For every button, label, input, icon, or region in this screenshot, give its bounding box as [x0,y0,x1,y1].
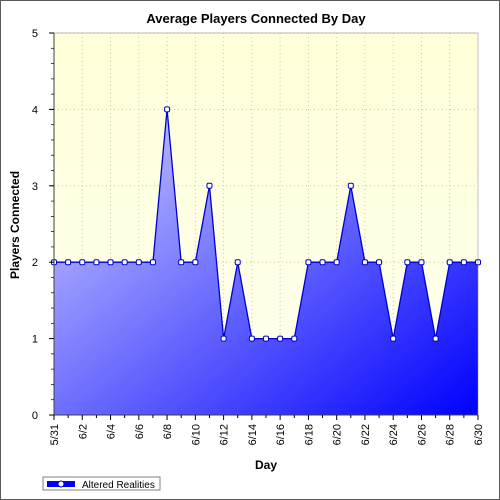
x-tick-label: 6/14 [247,424,259,445]
data-point [206,182,213,189]
data-point [93,259,100,266]
y-tick-label: 4 [32,104,38,116]
data-point [446,259,453,266]
data-point [248,335,255,342]
data-point [79,259,86,266]
data-point [404,259,411,266]
legend-marker [57,480,65,488]
x-tick-label: 6/6 [134,424,146,439]
data-point [164,106,171,113]
x-tick-label: 6/28 [445,424,457,445]
data-point [178,259,185,266]
y-tick-label: 0 [32,410,38,422]
x-tick-label: 6/12 [219,424,231,445]
data-point [347,182,354,189]
x-tick-label: 6/16 [275,424,287,445]
data-point [220,335,227,342]
y-tick-label: 2 [32,257,38,269]
y-axis-label: Players Connected [8,171,22,279]
data-point [333,259,340,266]
data-point [432,335,439,342]
data-point [121,259,128,266]
x-tick-label: 6/26 [416,424,428,445]
x-tick-label: 6/22 [360,424,372,445]
x-tick-label: 5/31 [49,424,61,445]
data-point [291,335,298,342]
chart-title: Average Players Connected By Day [146,11,366,26]
y-tick-label: 1 [32,334,38,346]
x-axis-label: Day [255,458,277,472]
x-tick-label: 6/20 [332,424,344,445]
data-point [107,259,114,266]
data-point [305,259,312,266]
data-point [192,259,199,266]
x-tick-label: 6/24 [388,424,400,445]
data-point [234,259,241,266]
y-tick-label: 5 [32,28,38,40]
data-point [361,259,368,266]
x-tick-label: 6/8 [162,424,174,439]
data-point [319,259,326,266]
data-point [376,259,383,266]
legend-label: Altered Realities [82,480,155,491]
x-tick-label: 6/18 [303,424,315,445]
x-tick-label: 6/30 [473,424,485,445]
data-point [135,259,142,266]
x-tick-label: 6/2 [77,424,89,439]
x-tick-label: 6/10 [190,424,202,445]
data-point [277,335,284,342]
data-point [65,259,72,266]
x-tick-label: 6/4 [106,424,118,439]
y-axis-ticks: 0 1 2 3 4 5 [32,28,54,422]
data-point [149,259,156,266]
data-point [390,335,397,342]
data-point [460,259,467,266]
data-point [263,335,269,342]
legend: Altered Realities [42,476,161,491]
data-point [418,259,425,266]
x-axis-ticks: 5/31 6/2 6/4 6/6 6/8 6/10 6/12 6/14 6/16 6/18 6/20… [49,415,485,445]
y-tick-label: 3 [32,181,38,193]
